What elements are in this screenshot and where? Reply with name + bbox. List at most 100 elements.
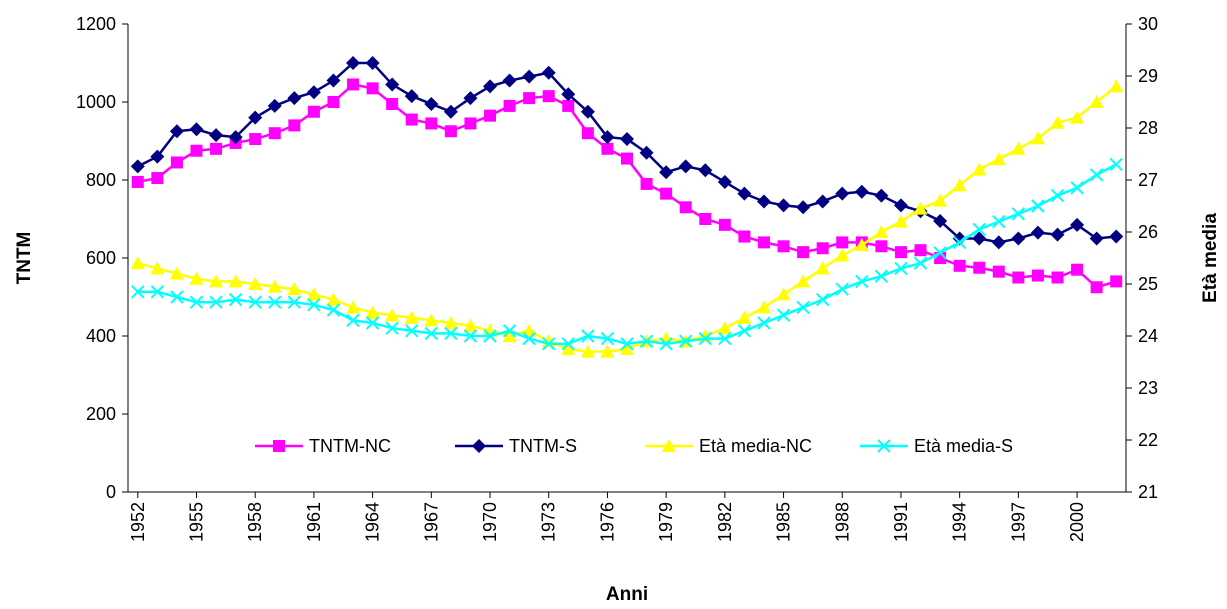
series-line bbox=[137, 163, 1117, 346]
point bbox=[991, 152, 1006, 166]
point bbox=[463, 91, 478, 106]
point bbox=[248, 277, 263, 290]
point bbox=[248, 295, 262, 309]
point bbox=[953, 259, 966, 272]
point bbox=[326, 73, 341, 88]
series-markers bbox=[130, 56, 1124, 250]
x-tick-label: 1973 bbox=[539, 502, 559, 542]
point bbox=[757, 316, 771, 330]
point bbox=[464, 117, 477, 130]
point bbox=[210, 142, 223, 155]
point bbox=[267, 279, 282, 293]
x-tick-label: 1958 bbox=[245, 502, 265, 542]
x-tick-label: 1988 bbox=[832, 502, 852, 542]
point bbox=[580, 344, 595, 358]
x-tick-label: 1964 bbox=[363, 502, 383, 542]
point bbox=[561, 337, 576, 351]
point bbox=[877, 439, 891, 453]
legend-label: TNTM-NC bbox=[309, 436, 391, 456]
point bbox=[639, 145, 654, 160]
point bbox=[659, 337, 673, 351]
point bbox=[424, 96, 439, 111]
point bbox=[894, 246, 907, 259]
point bbox=[326, 303, 341, 317]
point bbox=[757, 236, 770, 249]
point bbox=[130, 256, 145, 270]
point bbox=[914, 244, 927, 257]
point bbox=[854, 238, 869, 251]
point bbox=[267, 98, 282, 113]
point bbox=[601, 142, 614, 155]
point bbox=[874, 188, 889, 203]
point bbox=[1050, 188, 1065, 203]
point bbox=[190, 144, 203, 157]
point bbox=[718, 218, 731, 231]
point bbox=[952, 235, 967, 250]
y-axis-title: TNTM bbox=[14, 232, 35, 285]
point bbox=[620, 132, 634, 147]
point bbox=[737, 186, 752, 201]
point bbox=[385, 77, 400, 92]
point bbox=[346, 56, 361, 70]
point bbox=[562, 99, 575, 112]
point bbox=[874, 269, 889, 283]
point bbox=[776, 198, 791, 213]
point bbox=[1109, 229, 1124, 244]
point bbox=[151, 172, 164, 185]
point bbox=[1090, 281, 1103, 294]
point bbox=[756, 300, 771, 314]
point bbox=[150, 285, 165, 299]
point bbox=[737, 324, 752, 338]
point bbox=[678, 159, 693, 174]
point bbox=[893, 214, 908, 228]
point bbox=[660, 187, 673, 200]
y2-tick-label: 21 bbox=[1138, 482, 1158, 502]
point bbox=[600, 130, 615, 145]
y2-tick-label: 28 bbox=[1138, 118, 1158, 138]
point bbox=[404, 310, 419, 324]
point bbox=[472, 439, 486, 453]
point bbox=[463, 318, 478, 332]
point bbox=[228, 292, 243, 307]
point bbox=[404, 89, 419, 104]
x-tick-label: 1967 bbox=[421, 502, 441, 542]
point bbox=[1070, 217, 1085, 232]
point bbox=[639, 334, 654, 348]
y2-tick-label: 24 bbox=[1138, 326, 1158, 346]
point bbox=[444, 125, 457, 138]
point bbox=[678, 334, 693, 348]
point bbox=[600, 344, 615, 358]
y2-tick-label: 23 bbox=[1138, 378, 1158, 398]
point bbox=[662, 439, 676, 452]
point bbox=[816, 242, 829, 255]
point bbox=[306, 287, 321, 301]
point bbox=[522, 323, 537, 337]
point bbox=[1011, 141, 1026, 155]
point bbox=[875, 240, 888, 253]
point bbox=[273, 440, 285, 452]
point bbox=[1051, 271, 1064, 284]
y2-tick-label: 26 bbox=[1138, 222, 1158, 242]
point bbox=[405, 324, 419, 338]
y2-tick-label: 30 bbox=[1138, 14, 1158, 34]
y2-axis-title: Età media bbox=[1200, 213, 1221, 303]
point bbox=[717, 174, 732, 189]
point bbox=[327, 96, 340, 108]
point bbox=[425, 117, 438, 130]
point bbox=[522, 69, 537, 84]
point bbox=[268, 295, 282, 309]
y-tick-label: 400 bbox=[86, 326, 116, 346]
x-tick-label: 1976 bbox=[597, 502, 617, 542]
point bbox=[287, 295, 302, 309]
point bbox=[698, 331, 712, 346]
x-tick-label: 1961 bbox=[304, 502, 324, 542]
point bbox=[561, 342, 576, 355]
point bbox=[307, 298, 321, 312]
point bbox=[952, 178, 967, 192]
point bbox=[855, 274, 869, 289]
series-markers bbox=[131, 78, 1123, 294]
point bbox=[913, 256, 928, 270]
x-tick-label: 1952 bbox=[128, 502, 148, 542]
point bbox=[992, 214, 1006, 229]
